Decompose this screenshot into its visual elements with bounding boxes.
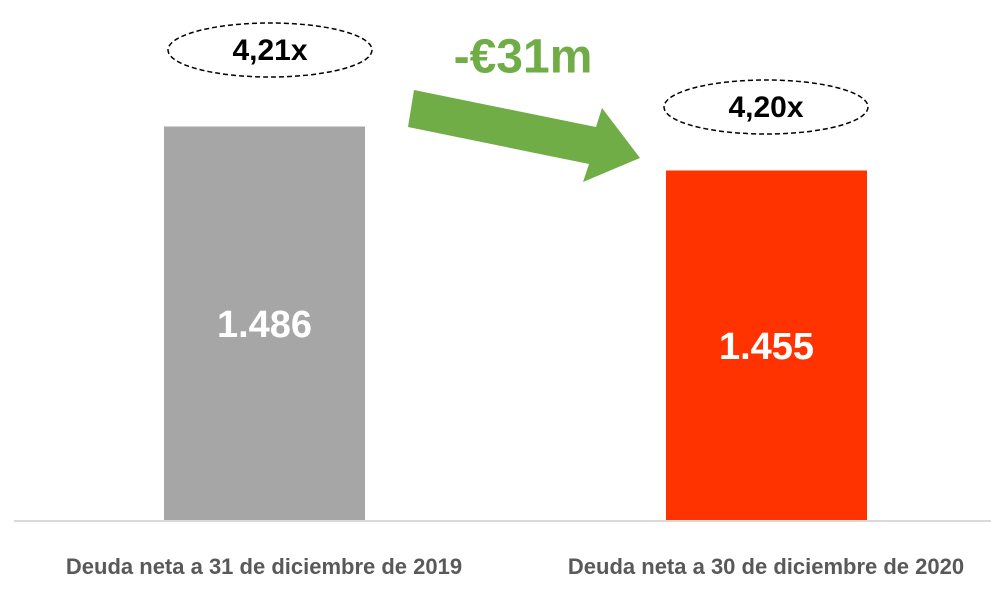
x-tick-label: Deuda neta a 31 de diciembre de 2019	[65, 554, 463, 579]
ratio-ellipse	[663, 79, 869, 135]
change-label: -€31m	[454, 31, 593, 84]
x-tick-label: Deuda neta a 30 de diciembre de 2020	[567, 554, 965, 579]
bar	[666, 170, 867, 521]
bar	[164, 126, 365, 522]
ratio-label: 4,20x	[728, 91, 803, 124]
change-arrow	[408, 90, 640, 182]
ratio-ellipse	[167, 22, 373, 78]
value-label: 1.455	[719, 326, 814, 368]
value-label: 1.486	[217, 304, 312, 346]
ratio-label: 4,21x	[232, 34, 307, 67]
